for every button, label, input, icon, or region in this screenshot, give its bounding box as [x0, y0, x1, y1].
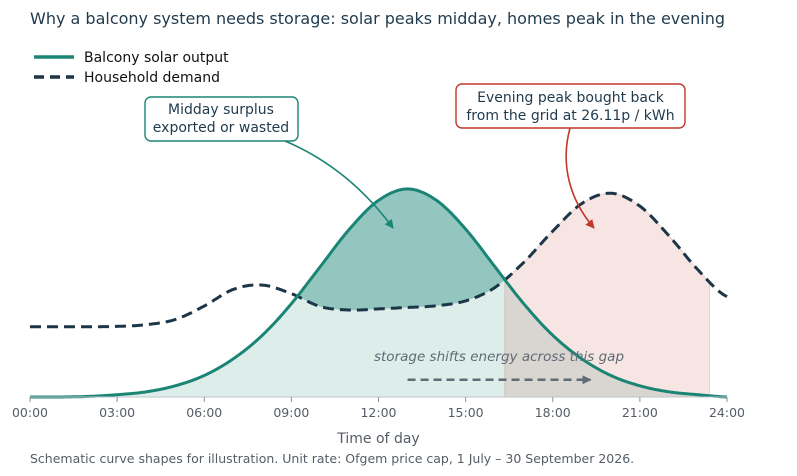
annotation-surplus: Midday surplus exported or wasted — [144, 96, 394, 229]
x-tick-label: 06:00 — [186, 405, 222, 420]
x-tick-label: 03:00 — [99, 405, 135, 420]
annotation-evening-line-1: Evening peak bought back — [477, 90, 665, 106]
gap-label: storage shifts energy across this gap — [374, 349, 624, 365]
chart-title: Why a balcony system needs storage: sola… — [30, 9, 725, 28]
x-axis-ticks: 00:00 03:00 06:00 09:00 12:00 15:00 18:00 21:00… — [12, 397, 745, 420]
series-line-household-demand — [30, 191, 728, 329]
annotation-surplus-arrow — [284, 140, 394, 229]
legend-label-demand: Household demand — [84, 70, 220, 86]
x-axis-title: Time of day — [336, 431, 419, 447]
surplus-region-0 — [298, 188, 505, 311]
series-lines — [30, 187, 728, 399]
solar-area-fill — [30, 188, 727, 397]
shaded-areas — [30, 188, 727, 398]
x-tick-label: 12:00 — [360, 405, 396, 420]
x-tick-label: 00:00 — [12, 405, 48, 420]
legend: Balcony solar output Household demand — [34, 50, 229, 86]
legend-label-solar: Balcony solar output — [84, 50, 229, 66]
x-tick-label: 18:00 — [535, 405, 571, 420]
series-line-balcony-solar — [30, 187, 728, 399]
annotation-surplus-line-1: Midday surplus — [168, 102, 274, 118]
annotation-surplus-box — [144, 96, 299, 142]
x-tick-label: 09:00 — [273, 405, 309, 420]
annotation-evening-line-2: from the grid at 26.11p / kWh — [466, 108, 674, 124]
annotation-evening-arrow — [565, 127, 595, 229]
x-tick-label: 24:00 — [709, 405, 745, 420]
shortfall-region — [504, 192, 711, 398]
x-tick-label: 15:00 — [448, 405, 484, 420]
annotation-evening: Evening peak bought back from the grid a… — [455, 83, 686, 229]
x-tick-label: 21:00 — [622, 405, 658, 420]
annotation-surplus-line-2: exported or wasted — [153, 120, 289, 136]
annotation-evening-box — [455, 83, 686, 129]
footnote: Schematic curve shapes for illustration.… — [30, 451, 634, 466]
